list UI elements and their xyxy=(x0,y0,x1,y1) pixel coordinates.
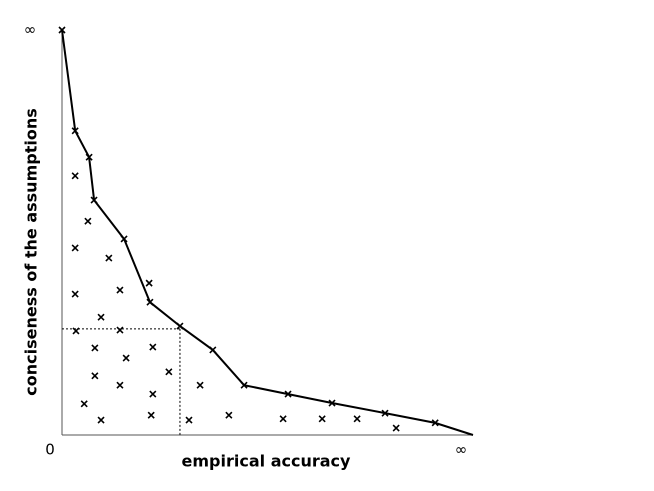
point xyxy=(91,344,99,352)
point xyxy=(97,416,105,424)
point xyxy=(80,400,88,408)
point xyxy=(91,372,99,380)
point xyxy=(116,381,124,389)
point xyxy=(122,354,130,362)
point xyxy=(97,313,105,321)
point xyxy=(90,196,98,204)
point xyxy=(431,419,439,427)
point xyxy=(72,327,80,335)
point xyxy=(196,381,204,389)
point xyxy=(279,415,287,423)
point xyxy=(84,217,92,225)
point xyxy=(240,381,248,389)
x-tick-label: 0 xyxy=(45,441,55,459)
point xyxy=(116,286,124,294)
point xyxy=(284,390,292,398)
point xyxy=(71,127,79,135)
point xyxy=(328,399,336,407)
point xyxy=(149,343,157,351)
point xyxy=(176,322,184,330)
point xyxy=(353,415,361,423)
point xyxy=(392,424,400,432)
point xyxy=(165,368,173,376)
point xyxy=(71,244,79,252)
point xyxy=(145,279,153,287)
point xyxy=(71,290,79,298)
point xyxy=(58,26,66,34)
point xyxy=(149,390,157,398)
point xyxy=(225,411,233,419)
point xyxy=(120,235,128,243)
point xyxy=(71,172,79,180)
frontier-line xyxy=(61,29,474,436)
point xyxy=(318,415,326,423)
y-tick-label: ∞ xyxy=(24,21,37,39)
point xyxy=(381,409,389,417)
point xyxy=(116,326,124,334)
x-tick-label: ∞ xyxy=(455,441,468,459)
point xyxy=(185,416,193,424)
x-axis-title: empirical accuracy xyxy=(182,452,352,471)
y-axis-title: conciseness of the assumptions xyxy=(22,108,41,395)
point xyxy=(105,254,113,262)
point xyxy=(147,411,155,419)
point xyxy=(209,346,217,354)
point xyxy=(146,298,154,306)
point xyxy=(85,153,93,161)
